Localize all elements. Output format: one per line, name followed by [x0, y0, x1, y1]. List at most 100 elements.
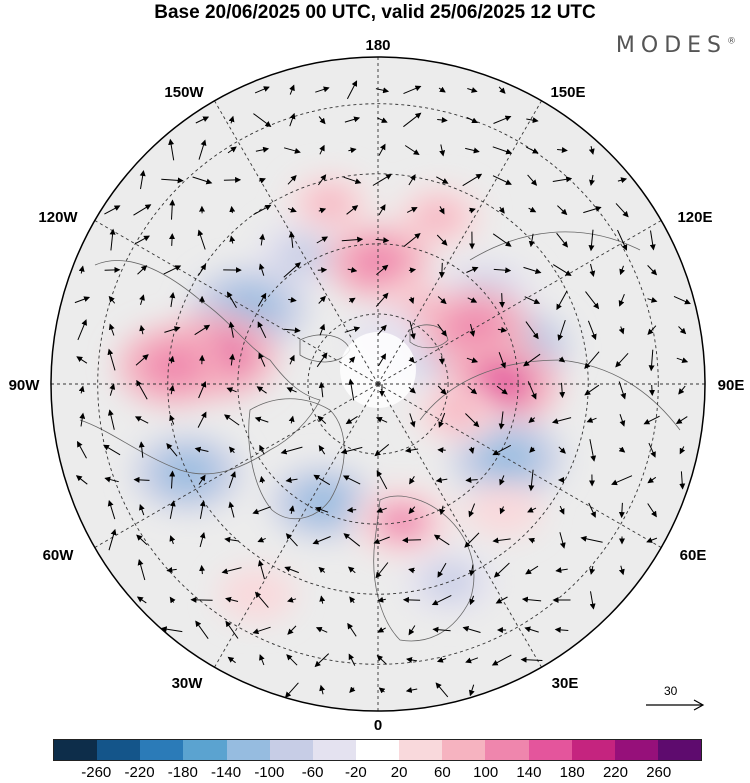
meridian-line	[94, 220, 379, 385]
wind-vector	[647, 297, 658, 303]
wind-vector	[617, 229, 628, 251]
wind-vector	[525, 565, 539, 575]
wind-vector	[646, 537, 658, 543]
label-60w: 60W	[43, 547, 75, 564]
wind-vector	[318, 116, 326, 125]
wind-vector	[318, 207, 327, 214]
wind-vector	[648, 442, 656, 458]
wind-vector	[437, 562, 447, 578]
wind-vector	[492, 175, 512, 185]
wind-vector	[286, 387, 297, 393]
wind-vector	[647, 265, 658, 276]
map-outline	[50, 56, 706, 712]
wind-vector	[227, 146, 237, 154]
wind-vector	[228, 115, 235, 124]
wind-vector	[139, 294, 145, 305]
wind-vector	[580, 535, 603, 543]
wind-vector	[378, 143, 386, 156]
wind-vector	[346, 80, 358, 100]
wind-vector	[493, 562, 510, 578]
wind-vector	[199, 532, 206, 548]
wind-vector	[254, 416, 269, 423]
wind-vector	[408, 506, 416, 515]
wind-vector	[319, 144, 325, 155]
wind-vector	[103, 444, 121, 456]
brand-logo: MODES®	[616, 33, 736, 58]
colorbar-swatch	[614, 740, 658, 760]
colorbar-tick-label: -100	[254, 764, 285, 781]
wind-vector	[229, 235, 236, 244]
positive-anomaly	[443, 305, 507, 351]
wind-vector	[526, 117, 539, 124]
wind-vector	[199, 564, 206, 575]
wind-vector	[287, 625, 297, 635]
wind-vector	[437, 323, 447, 337]
wind-vector	[285, 533, 298, 547]
wind-vector	[468, 564, 475, 577]
negative-anomaly	[476, 436, 539, 482]
wind-vector	[284, 327, 301, 334]
wind-vector	[107, 348, 116, 371]
colorbar-tick-label: -20	[345, 764, 367, 781]
wind-vector	[223, 414, 240, 426]
wind-vector	[408, 386, 416, 394]
wind-vector	[315, 86, 330, 93]
colorbar-tick-label: 20	[390, 764, 408, 781]
wind-vector	[133, 476, 150, 483]
wind-vector	[589, 174, 595, 186]
wind-vector	[499, 293, 506, 308]
brand-registered-mark: ®	[727, 36, 736, 47]
colorbar-swatch	[355, 740, 400, 760]
colorbar-tick-label: 100	[473, 764, 499, 781]
colorbar-swatch	[54, 740, 98, 760]
wind-vector	[499, 506, 506, 515]
wind-vector	[618, 502, 625, 519]
wind-vector	[376, 264, 389, 275]
wind-vector	[527, 381, 537, 400]
wind-vector	[169, 535, 176, 545]
wind-vector	[492, 233, 512, 247]
wind-vector	[255, 146, 270, 153]
wind-vector	[373, 536, 390, 544]
wind-vector	[675, 416, 688, 424]
wind-vector	[280, 446, 303, 455]
colorbar-swatch	[399, 740, 443, 760]
wind-vector	[433, 534, 450, 546]
wind-vector	[348, 356, 356, 364]
wind-vector	[409, 413, 416, 428]
wind-vector	[257, 559, 265, 580]
wind-vector	[497, 326, 508, 333]
wind-vector	[169, 199, 176, 220]
wind-vector	[316, 352, 328, 368]
wind-vector	[257, 292, 267, 307]
wind-vector	[468, 503, 476, 518]
wind-vector	[372, 173, 392, 186]
wind-vector	[468, 684, 475, 697]
wind-vector	[342, 475, 361, 485]
wind-vector	[195, 116, 210, 124]
wind-vector	[314, 506, 329, 513]
wind-vector	[527, 174, 538, 186]
wind-vector	[258, 263, 265, 276]
wind-vector	[253, 204, 272, 216]
wind-vector	[558, 505, 565, 515]
wind-vector	[375, 292, 389, 307]
wind-vector	[587, 320, 597, 341]
wind-vector	[227, 656, 236, 664]
wind-vector	[498, 86, 506, 94]
wind-vector	[438, 206, 445, 215]
wind-vector	[615, 203, 629, 218]
wind-vector	[108, 528, 117, 551]
wind-vector	[198, 474, 206, 485]
wind-vector	[466, 266, 479, 273]
brand-text: MODES	[615, 33, 727, 58]
wind-vector	[679, 471, 686, 490]
wind-vector	[432, 626, 451, 633]
wind-vector	[257, 536, 266, 543]
wind-vector	[619, 414, 626, 427]
wind-vector	[498, 411, 505, 430]
wind-vector	[318, 444, 326, 455]
wind-vector	[528, 233, 535, 248]
wind-vector	[134, 416, 149, 424]
wind-vector	[495, 596, 508, 604]
